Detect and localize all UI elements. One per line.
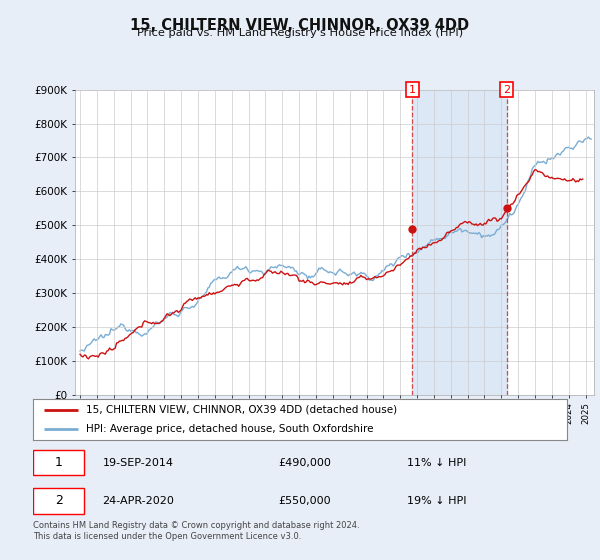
Text: 1: 1 [55, 456, 62, 469]
Text: 2: 2 [503, 85, 510, 95]
Bar [412, 90, 506, 395]
Text: Contains HM Land Registry data © Crown copyright and database right 2024.
This d: Contains HM Land Registry data © Crown c… [33, 521, 359, 541]
Text: 11% ↓ HPI: 11% ↓ HPI [407, 458, 466, 468]
Text: HPI: Average price, detached house, South Oxfordshire: HPI: Average price, detached house, Sout… [86, 424, 374, 435]
Text: 19% ↓ HPI: 19% ↓ HPI [407, 496, 466, 506]
FancyBboxPatch shape [33, 450, 84, 475]
Text: £490,000: £490,000 [278, 458, 332, 468]
Text: Price paid vs. HM Land Registry's House Price Index (HPI): Price paid vs. HM Land Registry's House … [137, 28, 463, 38]
Text: 15, CHILTERN VIEW, CHINNOR, OX39 4DD: 15, CHILTERN VIEW, CHINNOR, OX39 4DD [130, 18, 470, 33]
Text: 1: 1 [409, 85, 416, 95]
Text: 2: 2 [55, 494, 62, 507]
Text: 19-SEP-2014: 19-SEP-2014 [103, 458, 173, 468]
Text: 15, CHILTERN VIEW, CHINNOR, OX39 4DD (detached house): 15, CHILTERN VIEW, CHINNOR, OX39 4DD (de… [86, 405, 398, 415]
Text: £550,000: £550,000 [278, 496, 331, 506]
Text: 24-APR-2020: 24-APR-2020 [103, 496, 174, 506]
FancyBboxPatch shape [33, 488, 84, 514]
